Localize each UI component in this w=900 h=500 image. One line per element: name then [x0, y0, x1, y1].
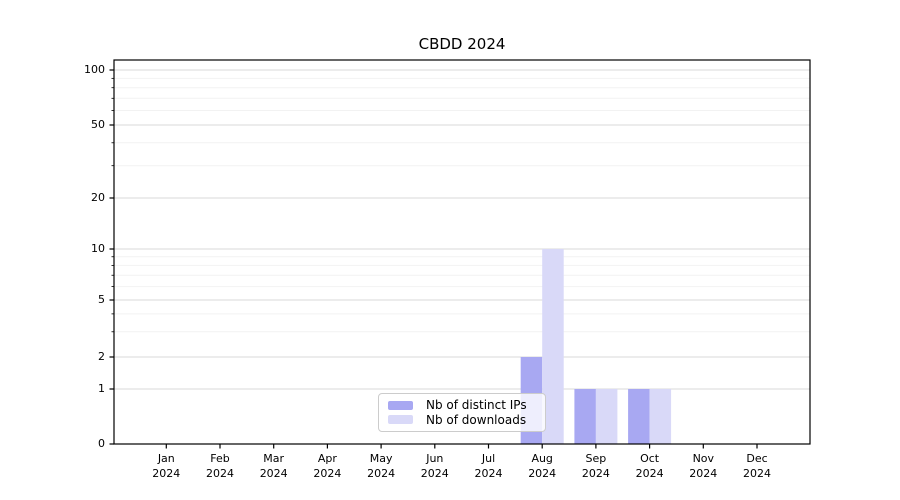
- bar-nb-of-downloads-oct-2024: [649, 389, 672, 444]
- legend-item-distinct-ips: Nb of distinct IPs: [388, 398, 536, 412]
- y-tick-label-0: 0: [98, 437, 105, 450]
- y-tick-label-50: 50: [91, 118, 105, 131]
- y-tick-label-100: 100: [84, 63, 105, 76]
- y-tick-label-10: 10: [91, 242, 105, 255]
- x-tick-label-feb-2024: Feb 2024: [206, 452, 234, 480]
- x-tick-label-sep-2024: Sep 2024: [581, 452, 610, 480]
- x-tick-label-mar-2024: Mar 2024: [259, 452, 288, 480]
- x-tick-label-may-2024: May 2024: [367, 452, 396, 480]
- y-tick-label-1: 1: [98, 382, 105, 395]
- x-tick-label-apr-2024: Apr 2024: [313, 452, 342, 480]
- legend-label-downloads: Nb of downloads: [426, 412, 527, 427]
- legend: Nb of distinct IPs Nb of downloads: [378, 393, 546, 432]
- x-tick-label-aug-2024: Aug 2024: [528, 452, 557, 480]
- legend-item-downloads: Nb of downloads: [388, 413, 536, 427]
- y-tick-label-20: 20: [91, 191, 105, 204]
- x-tick-label-oct-2024: Oct 2024: [635, 452, 664, 480]
- x-tick-label-dec-2024: Dec 2024: [743, 452, 771, 480]
- bar-nb-of-distinct-ips-oct-2024: [628, 389, 650, 444]
- legend-swatch-downloads: [388, 415, 413, 425]
- legend-label-distinct-ips: Nb of distinct IPs: [426, 398, 527, 413]
- x-tick-label-jul-2024: Jul 2024: [474, 452, 503, 480]
- x-tick-label-nov-2024: Nov 2024: [689, 452, 718, 480]
- legend-swatch-distinct-ips: [388, 400, 413, 410]
- bar-nb-of-downloads-sep-2024: [595, 389, 618, 444]
- plot-border: [113, 59, 811, 445]
- bar-nb-of-distinct-ips-sep-2024: [574, 389, 596, 444]
- y-tick-label-5: 5: [98, 293, 105, 306]
- bar-nb-of-downloads-aug-2024: [542, 249, 564, 444]
- chart-title: CBDD 2024: [418, 35, 506, 53]
- x-tick-label-jan-2024: Jan 2024: [152, 452, 181, 480]
- y-tick-label-2: 2: [98, 350, 105, 363]
- x-tick-label-jun-2024: Jun 2024: [420, 452, 449, 480]
